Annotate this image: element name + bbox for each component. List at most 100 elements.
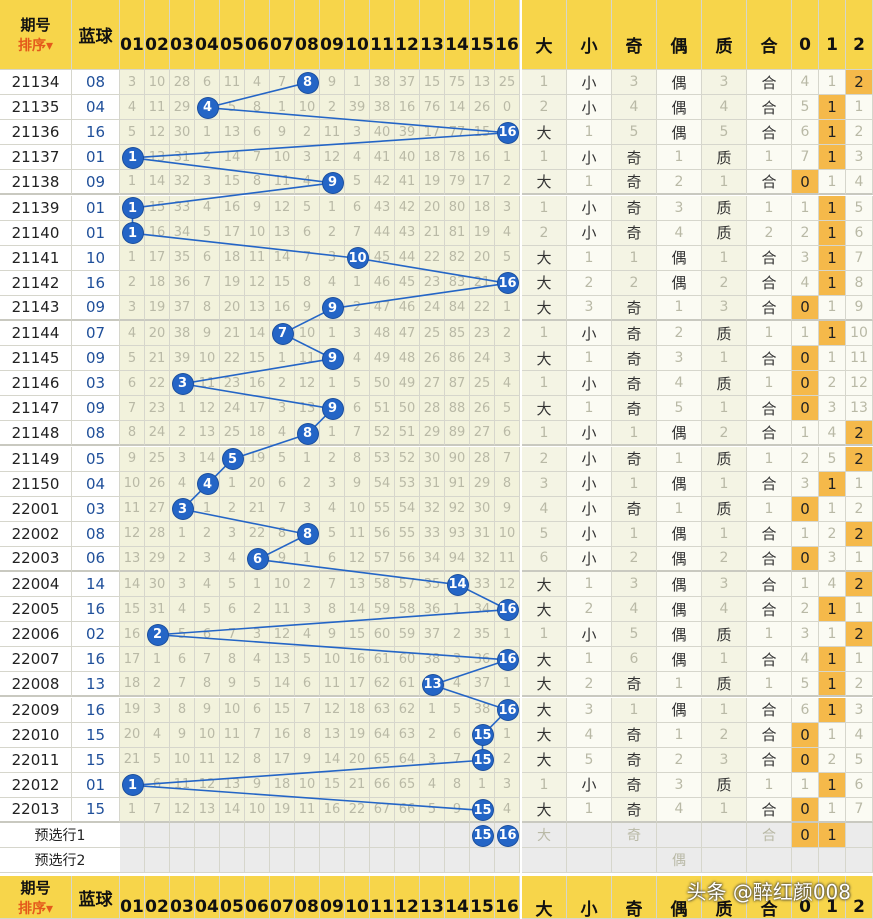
miss-cell: 40 — [395, 145, 420, 171]
row-period: 22003 — [0, 546, 72, 572]
miss-cell: 1 — [320, 321, 345, 347]
div3-cell: 3 — [846, 697, 873, 723]
preselect-cell[interactable] — [395, 823, 420, 849]
preselect-cell[interactable] — [495, 848, 520, 874]
row-period: 21144 — [0, 321, 72, 347]
sort-toggle[interactable]: 排序▾ — [17, 900, 54, 917]
stat-cell: 2 — [612, 546, 657, 572]
preselect-cell[interactable] — [120, 848, 145, 874]
preselect-cell[interactable] — [220, 848, 245, 874]
preselect-cell[interactable] — [295, 848, 320, 874]
miss-cell: 9 — [220, 672, 245, 698]
miss-cell: 5 — [420, 797, 445, 823]
div3-cell: 6 — [846, 772, 873, 798]
stat-cell: 奇 — [612, 797, 657, 823]
stat-cell: 大 — [522, 170, 567, 196]
preselect-cell[interactable] — [420, 823, 445, 849]
row-period: 21136 — [0, 120, 72, 146]
miss-cell: 4 — [245, 647, 270, 673]
preselect-cell[interactable] — [170, 848, 195, 874]
preselect-cell[interactable] — [195, 823, 220, 849]
miss-cell: 4 — [170, 471, 195, 497]
preselect-cell[interactable] — [320, 848, 345, 874]
stat-cell: 大 — [522, 295, 567, 321]
stat-cell: 1 — [657, 722, 702, 748]
miss-cell: 42 — [370, 170, 395, 196]
miss-cell: 53 — [370, 446, 395, 472]
miss-cell: 7 — [195, 647, 220, 673]
stat-cell: 3 — [567, 295, 612, 321]
number-header-11: 11 — [370, 876, 395, 919]
div3-cell: 1 — [792, 572, 819, 598]
miss-cell: 11 — [295, 797, 320, 823]
preselect-cell[interactable] — [295, 823, 320, 849]
div3-cell: 4 — [792, 270, 819, 296]
row-period: 21148 — [0, 421, 72, 447]
preselect-cell[interactable] — [245, 823, 270, 849]
stat-cell: 1 — [702, 245, 747, 271]
sort-toggle[interactable]: 排序▾ — [17, 38, 54, 54]
preselect-cell[interactable] — [270, 848, 295, 874]
miss-cell: 11 — [220, 722, 245, 748]
preselect-cell[interactable] — [245, 848, 270, 874]
row-blue-ball: 09 — [72, 295, 120, 321]
preselect-cell[interactable] — [345, 823, 370, 849]
stat-cell: 大 — [522, 797, 567, 823]
miss-cell: 5 — [320, 521, 345, 547]
preselect-cell[interactable] — [470, 848, 495, 874]
miss-cell: 9 — [320, 70, 345, 96]
miss-cell: 2 — [445, 622, 470, 648]
preselect-cell[interactable] — [145, 823, 170, 849]
stat-cell: 1 — [522, 772, 567, 798]
preselect-cell[interactable] — [445, 823, 470, 849]
preselect-cell[interactable] — [195, 848, 220, 874]
stat-cell: 质 — [702, 622, 747, 648]
stat-cell: 小 — [567, 220, 612, 246]
preselect-cell[interactable] — [170, 823, 195, 849]
miss-cell: 11 — [245, 245, 270, 271]
number-header-09: 09 — [320, 876, 345, 919]
preselect-cell[interactable] — [220, 823, 245, 849]
miss-cell: 6 — [170, 647, 195, 673]
miss-cell: 4 — [295, 170, 320, 196]
preselect-ball[interactable]: 16 — [497, 825, 518, 846]
stat-cell: 1 — [747, 496, 792, 522]
miss-cell: 2 — [270, 371, 295, 397]
preselect-cell[interactable] — [420, 848, 445, 874]
miss-cell: 36 — [170, 270, 195, 296]
preselect-cell[interactable] — [120, 823, 145, 849]
div3-cell: 4 — [792, 647, 819, 673]
preselect-cell[interactable] — [320, 823, 345, 849]
preselect-cell[interactable] — [395, 848, 420, 874]
miss-cell: 1 — [495, 145, 520, 171]
drawn-ball: 2 — [147, 624, 168, 645]
preselect-stat: 奇 — [612, 823, 657, 849]
miss-cell: 8 — [195, 672, 220, 698]
miss-cell: 21 — [470, 270, 495, 296]
div3-cell: 1 — [846, 597, 873, 623]
row-blue-ball: 16 — [72, 597, 120, 623]
div3-cell: 2 — [819, 521, 846, 547]
preselect-cell[interactable] — [370, 823, 395, 849]
preselect-cell[interactable] — [445, 848, 470, 874]
preselect-cell[interactable] — [145, 848, 170, 874]
row-blue-ball: 01 — [72, 195, 120, 221]
miss-cell: 63 — [395, 722, 420, 748]
stat-cell: 1 — [522, 321, 567, 347]
stat-cell: 质 — [702, 672, 747, 698]
miss-cell: 42 — [395, 195, 420, 221]
miss-cell: 14 — [220, 797, 245, 823]
miss-cell: 38 — [370, 70, 395, 96]
miss-cell: 5 — [145, 747, 170, 773]
preselect-cell[interactable] — [270, 823, 295, 849]
miss-cell: 11 — [195, 371, 220, 397]
preselect-cell[interactable] — [345, 848, 370, 874]
number-header-05: 05 — [220, 876, 245, 919]
preselect-ball[interactable]: 15 — [472, 825, 493, 846]
miss-cell: 5 — [270, 446, 295, 472]
miss-cell: 30 — [470, 496, 495, 522]
miss-cell: 1 — [445, 597, 470, 623]
stat-cell: 偶 — [657, 471, 702, 497]
preselect-cell[interactable] — [370, 848, 395, 874]
